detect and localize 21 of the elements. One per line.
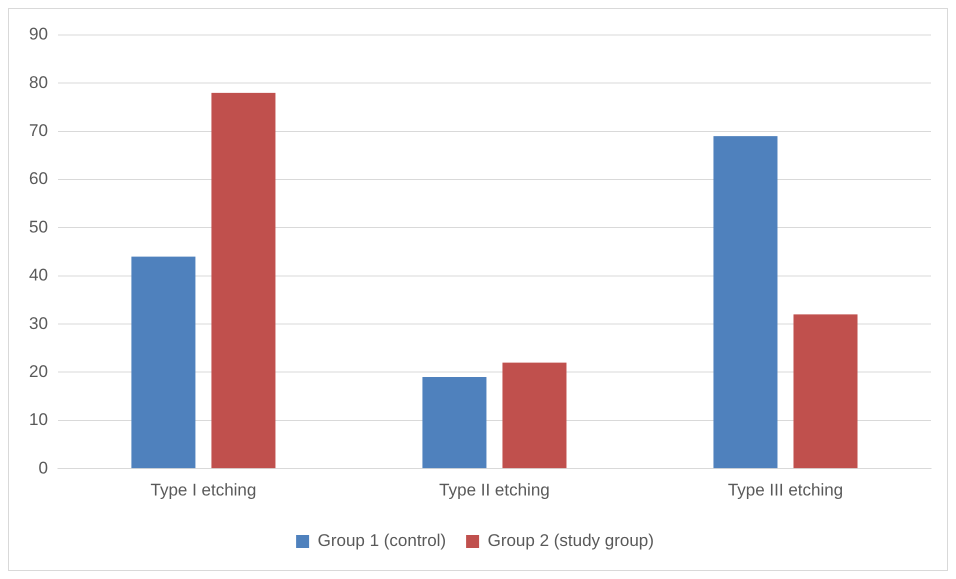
y-tick-label: 0: [38, 458, 48, 478]
legend-label: Group 1 (control): [318, 531, 446, 550]
bar: [422, 377, 486, 468]
bar: [713, 136, 778, 468]
bar: [793, 314, 858, 468]
y-tick-label: 40: [28, 266, 48, 285]
y-tick-label: 90: [28, 24, 48, 44]
y-tick-label: 60: [28, 169, 48, 188]
y-tick-label: 30: [28, 314, 48, 333]
x-tick-label: Type II etching: [439, 480, 550, 500]
y-tick-label: 70: [28, 121, 48, 140]
bar: [211, 92, 276, 468]
legend-label: Group 2 (study group): [488, 531, 654, 550]
y-tick-label: 50: [28, 217, 48, 236]
y-tick-label: 80: [28, 72, 48, 92]
x-tick-label: Type I etching: [150, 480, 256, 500]
y-tick-label: 20: [28, 362, 48, 381]
y-tick-label: 10: [28, 410, 48, 430]
x-tick-label: Type III etching: [728, 480, 844, 500]
bar: [131, 256, 196, 468]
bar: [502, 362, 566, 468]
